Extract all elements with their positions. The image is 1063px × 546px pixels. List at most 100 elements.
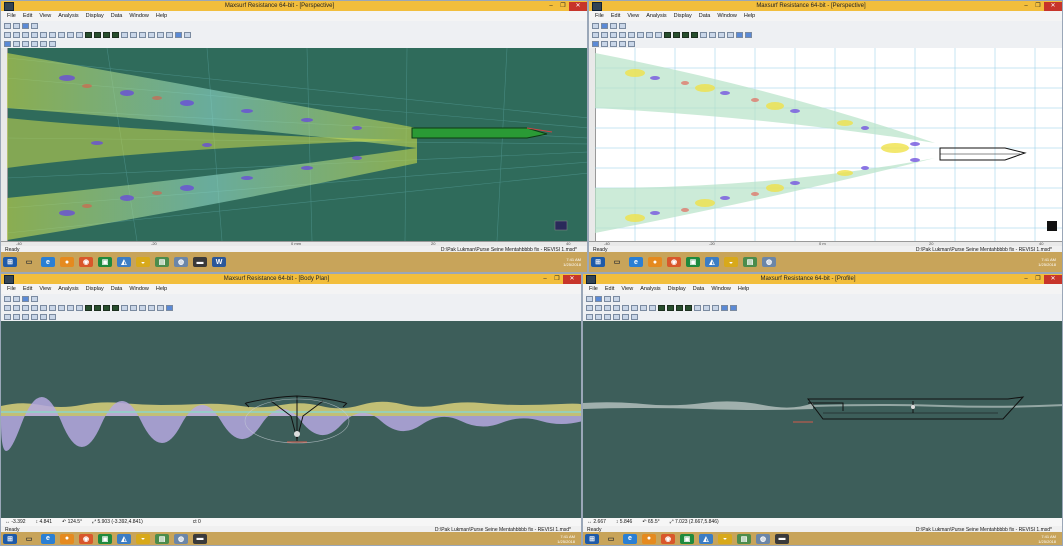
system-tray-clock[interactable]: 7:41 AM 1/25/2018 [1038, 257, 1056, 267]
toolbar-button[interactable] [586, 295, 593, 302]
restore-button[interactable]: ❐ [1035, 275, 1041, 282]
menu-file[interactable]: File [595, 13, 604, 19]
toolbar-button[interactable] [22, 295, 29, 302]
wave-perspective-view[interactable] [1, 48, 587, 241]
toolbar-button[interactable] [4, 40, 11, 47]
firefox-icon[interactable]: ◉ [661, 533, 675, 544]
menu-analysis[interactable]: Analysis [58, 286, 79, 292]
toolbar-button[interactable] [631, 313, 638, 320]
toolbar-button[interactable] [718, 31, 725, 38]
toolbar-button[interactable] [622, 304, 629, 311]
menu-file[interactable]: File [7, 13, 16, 19]
menu-help[interactable]: Help [155, 13, 168, 19]
menu-view[interactable]: View [627, 13, 640, 19]
toolbar-button[interactable] [40, 313, 47, 320]
menu-edit[interactable]: Edit [22, 13, 33, 19]
menu-window[interactable]: Window [129, 13, 149, 19]
file-explorer-icon[interactable]: ▭ [22, 533, 36, 544]
word-icon[interactable]: W [212, 257, 226, 267]
toolbar-button[interactable] [604, 295, 611, 302]
app-icon-dark[interactable]: ▬ [193, 533, 207, 544]
media-player-icon[interactable]: ● [60, 533, 74, 544]
toolbar-button[interactable] [721, 304, 728, 311]
toolbar-button[interactable] [13, 304, 20, 311]
toolbar-button[interactable] [619, 40, 626, 47]
toolbar-button[interactable] [22, 31, 29, 38]
toolbar-button[interactable] [685, 304, 692, 311]
toolbar-button[interactable] [166, 31, 173, 38]
toolbar-button[interactable] [175, 31, 182, 38]
menu-analysis[interactable]: Analysis [640, 286, 661, 292]
toolbar-button[interactable] [49, 31, 56, 38]
toolbar-button[interactable] [4, 295, 11, 302]
toolbar-button[interactable] [592, 31, 599, 38]
menu-display[interactable]: Display [673, 13, 692, 19]
menu-window[interactable]: Window [711, 286, 731, 292]
app-icon-green[interactable]: ▣ [680, 533, 694, 544]
app-icon-blue[interactable]: ◭ [117, 257, 131, 267]
profile-view[interactable] [583, 321, 1062, 518]
toolbar-button[interactable] [13, 40, 20, 47]
maxsurf-icon[interactable]: ▤ [155, 257, 169, 267]
toolbar-button[interactable] [31, 31, 38, 38]
toolbar-button[interactable] [139, 304, 146, 311]
toolbar-button[interactable] [13, 295, 20, 302]
title-bar[interactable]: Maxsurf Resistance 64-bit - [Perspective… [1, 1, 587, 11]
toolbar-button[interactable] [49, 313, 56, 320]
media-player-icon[interactable]: ● [60, 257, 74, 267]
app-icon-dark[interactable]: ▬ [193, 257, 207, 267]
maxsurf-icon[interactable]: ▤ [743, 257, 757, 267]
toolbar-button[interactable] [148, 31, 155, 38]
toolbar-button[interactable] [613, 313, 620, 320]
toolbar-button[interactable] [94, 304, 101, 311]
toolbar-button[interactable] [613, 295, 620, 302]
title-bar[interactable]: Maxsurf Resistance 64-bit - [Perspective… [589, 1, 1062, 11]
toolbar-button[interactable] [31, 22, 38, 29]
toolbar-button[interactable] [658, 304, 665, 311]
toolbar-button[interactable] [121, 304, 128, 311]
toolbar-button[interactable] [610, 22, 617, 29]
toolbar-button[interactable] [655, 31, 662, 38]
app-icon-dark[interactable]: ▬ [775, 533, 789, 544]
menu-display[interactable]: Display [85, 286, 104, 292]
close-button[interactable]: ✕ [1044, 1, 1062, 11]
toolbar-button[interactable] [637, 31, 644, 38]
maxsurf-icon[interactable]: ▤ [155, 533, 169, 544]
toolbar-button[interactable] [667, 304, 674, 311]
minimize-button[interactable]: – [1024, 275, 1028, 282]
toolbar-button[interactable] [703, 304, 710, 311]
toolbar-button[interactable] [604, 304, 611, 311]
toolbar-button[interactable] [112, 31, 119, 38]
toolbar-button[interactable] [640, 304, 647, 311]
system-tray-clock[interactable]: 7:41 AM 1/25/2018 [557, 534, 575, 544]
toolbar-button[interactable] [664, 31, 671, 38]
toolbar-button[interactable] [103, 31, 110, 38]
file-explorer-icon[interactable]: ▭ [610, 257, 624, 267]
file-explorer-icon[interactable]: ▭ [22, 257, 36, 267]
restore-button[interactable]: ❐ [554, 275, 560, 282]
toolbar-button[interactable] [709, 31, 716, 38]
firefox-icon[interactable]: ◉ [79, 533, 93, 544]
toolbar-button[interactable] [13, 22, 20, 29]
toolbar-button[interactable] [148, 304, 155, 311]
menu-view[interactable]: View [621, 286, 634, 292]
toolbar-button[interactable] [58, 304, 65, 311]
minimize-button[interactable]: – [549, 2, 553, 9]
toolbar-button[interactable] [112, 304, 119, 311]
toolbar-button[interactable] [157, 304, 164, 311]
toolbar-button[interactable] [691, 31, 698, 38]
toolbar-button[interactable] [130, 31, 137, 38]
menu-edit[interactable]: Edit [22, 286, 33, 292]
system-tray-clock[interactable]: 7:41 AM 1/25/2018 [1038, 534, 1056, 544]
toolbar-button[interactable] [592, 40, 599, 47]
toolbar-button[interactable] [592, 22, 599, 29]
app-icon-yellow[interactable]: ◒ [136, 533, 150, 544]
toolbar-button[interactable] [604, 313, 611, 320]
toolbar-button[interactable] [139, 31, 146, 38]
toolbar-button[interactable] [736, 31, 743, 38]
menu-help[interactable]: Help [737, 286, 750, 292]
app-icon-grey[interactable]: ◍ [174, 257, 188, 267]
toolbar-button[interactable] [694, 304, 701, 311]
system-tray-clock[interactable]: 7:41 AM 1/25/2018 [563, 257, 581, 267]
menu-edit[interactable]: Edit [604, 286, 615, 292]
